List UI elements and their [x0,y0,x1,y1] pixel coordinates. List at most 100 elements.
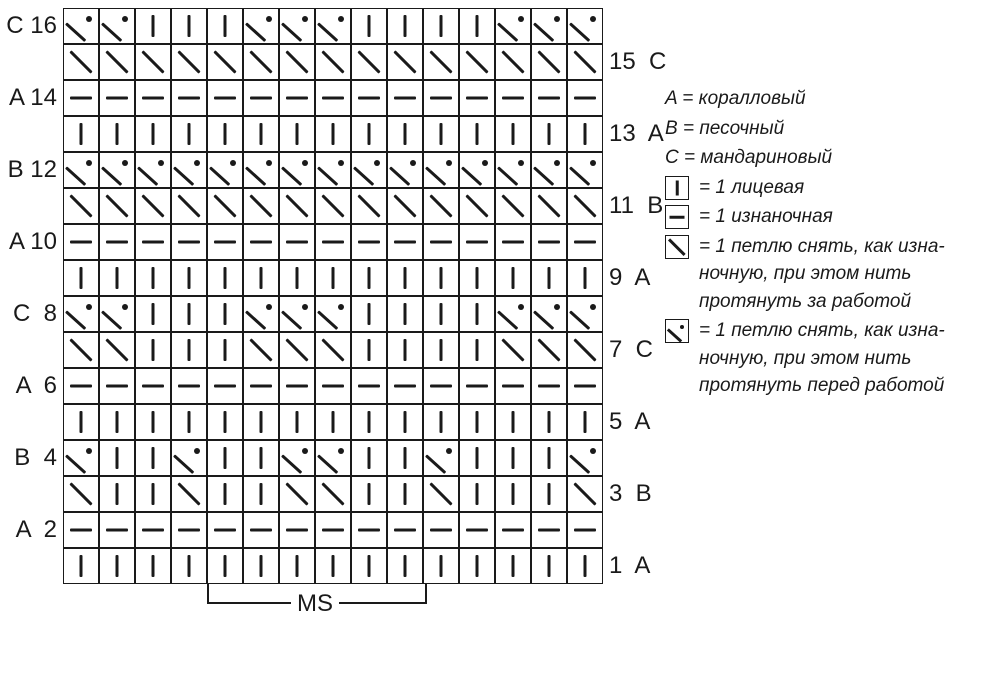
stitch-cell [99,188,135,224]
stitch-cell [135,224,171,260]
stitch-cell [531,332,567,368]
stitch-cell [63,44,99,80]
row-label-right: 1 A [603,548,666,584]
stitch-cell [423,476,459,512]
stitch-cell [315,476,351,512]
stitch-cell [351,152,387,188]
stitch-cell [207,116,243,152]
stitch-cell [63,80,99,116]
stitch-cell [135,368,171,404]
legend-symbol-slip-front: = 1 петлю снять, как изна­ночную, при эт… [665,317,985,400]
stitch-cell [531,548,567,584]
stitch-cell [315,404,351,440]
stitch-cell [387,296,423,332]
stitch-cell [387,440,423,476]
row-label-right: 11 B [603,188,666,224]
stitch-cell [567,476,603,512]
stitch-cell [279,260,315,296]
stitch-cell [567,404,603,440]
stitch-cell [351,224,387,260]
stitch-cell [423,260,459,296]
stitch-cell [99,296,135,332]
stitch-cell [99,260,135,296]
stitch-cell [567,188,603,224]
stitch-cell [459,476,495,512]
stitch-cell [63,188,99,224]
stitch-cell [279,440,315,476]
stitch-cell [279,44,315,80]
stitch-cell [243,296,279,332]
stitch-cell [495,332,531,368]
stitch-cell [387,476,423,512]
stitch-cell [171,80,207,116]
stitch-cell [567,548,603,584]
row-label-left: A 10 [5,224,63,260]
stitch-cell [387,260,423,296]
stitch-cell [171,152,207,188]
stitch-cell [387,152,423,188]
stitch-cell [459,224,495,260]
stitch-cell [135,260,171,296]
stitch-cell [531,512,567,548]
stitch-cell [135,80,171,116]
row-label-right: 13 A [603,116,666,152]
stitch-cell [351,8,387,44]
stitch-cell [459,440,495,476]
stitch-cell [243,368,279,404]
stitch-cell [495,296,531,332]
stitch-cell [279,404,315,440]
stitch-cell [171,404,207,440]
stitch-cell [63,332,99,368]
stitch-cell [279,296,315,332]
legend-text: = 1 петлю снять, как изна­ночную, при эт… [699,317,985,400]
row-label-left [5,188,63,224]
stitch-cell [459,152,495,188]
stitch-cell [99,404,135,440]
stitch-cell [567,116,603,152]
stitch-cell [567,44,603,80]
stitch-cell [495,512,531,548]
stitch-cell [387,404,423,440]
legend-text: B = песочный [665,115,985,143]
stitch-cell [135,404,171,440]
slip-back-icon [665,235,689,259]
row-label-left: A 6 [5,368,63,404]
stitch-cell [315,224,351,260]
stitch-cell [387,368,423,404]
stitch-cell [423,8,459,44]
legend-text: = 1 лицевая [699,174,985,202]
stitch-cell [207,152,243,188]
legend-text: = 1 петлю снять, как изна­ночную, при эт… [699,233,985,316]
stitch-cell [423,548,459,584]
page: C 1615 CA 1413 AB 1211 BA 109 AC 87 CA 6… [0,0,1000,681]
stitch-cell [531,44,567,80]
stitch-cell [207,44,243,80]
stitch-cell [351,188,387,224]
stitch-cell [63,512,99,548]
stitch-cell [207,332,243,368]
stitch-cell [423,296,459,332]
stitch-cell [99,440,135,476]
stitch-cell [315,80,351,116]
legend: A = коралловый B = песочный C = мандарин… [665,85,985,402]
stitch-cell [171,440,207,476]
row-label-right: 7 C [603,332,666,368]
row-label-left [5,404,63,440]
stitch-cell [171,116,207,152]
stitch-cell [315,548,351,584]
stitch-cell [99,8,135,44]
stitch-cell [495,476,531,512]
stitch-cell [243,224,279,260]
stitch-cell [99,224,135,260]
stitch-cell [63,548,99,584]
stitch-cell [135,440,171,476]
repeat-label: MS [291,590,339,618]
stitch-cell [63,152,99,188]
stitch-cell [351,440,387,476]
row-label-right [603,80,666,116]
row-label-right: 3 B [603,476,666,512]
stitch-cell [99,80,135,116]
stitch-cell [567,260,603,296]
row-label-left: A 14 [5,80,63,116]
stitch-cell [63,296,99,332]
